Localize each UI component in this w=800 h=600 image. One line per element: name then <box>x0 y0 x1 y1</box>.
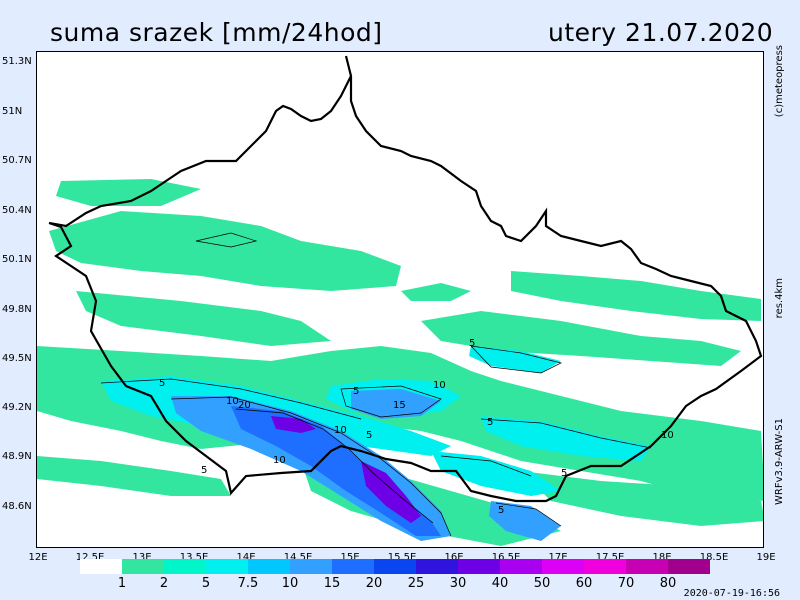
lat-tick-label: 49.8N <box>2 304 32 315</box>
precipitation-map: 5 5 5 5 5 5 10 10 10 10 10 15 20 5 5 <box>36 51 764 548</box>
svg-text:10: 10 <box>226 396 239 407</box>
legend-label: 7.5 <box>237 576 259 591</box>
legend-label: 15 <box>323 576 341 591</box>
lat-tick-label: 50.4N <box>2 205 32 216</box>
legend-swatch <box>164 559 206 574</box>
legend-swatch <box>374 559 416 574</box>
model-label: WRFv3.9-ARW-S1 <box>774 418 785 505</box>
forecast-date: utery 21.07.2020 <box>548 18 774 47</box>
legend-label: 2 <box>159 576 169 591</box>
legend-swatch <box>668 559 710 574</box>
legend-swatch <box>122 559 164 574</box>
lon-tick-label: 16.5E <box>491 552 521 563</box>
lat-tick-label: 50.1N <box>2 254 32 265</box>
lon-tick-label: 18E <box>652 552 672 563</box>
lat-tick-label: 49.2N <box>2 402 32 413</box>
lon-tick-label: 12E <box>28 552 48 563</box>
lon-tick-label: 12.5E <box>75 552 105 563</box>
svg-text:10: 10 <box>273 455 286 466</box>
copyright-label: (c)meteopress <box>774 45 785 118</box>
svg-text:5: 5 <box>561 468 567 479</box>
legend-swatch <box>290 559 332 574</box>
contour-value-labels: 5 5 5 5 5 5 10 10 10 10 10 15 20 5 5 <box>159 338 674 516</box>
svg-text:5: 5 <box>366 430 372 441</box>
lat-tick-label: 51.3N <box>2 56 32 67</box>
lon-tick-label: 15E <box>340 552 360 563</box>
legend-label: 10 <box>281 576 299 591</box>
svg-text:20: 20 <box>238 400 251 411</box>
lon-tick-label: 17E <box>548 552 568 563</box>
legend-label: 60 <box>575 576 593 591</box>
lon-tick-label: 18.5E <box>699 552 729 563</box>
run-timestamp: 2020-07-19-16:56 <box>683 588 780 599</box>
country-border <box>48 55 763 503</box>
lon-tick-label: 19E <box>756 552 776 563</box>
legend-swatch <box>248 559 290 574</box>
svg-text:10: 10 <box>433 380 446 391</box>
legend-label: 30 <box>449 576 467 591</box>
legend-swatch <box>332 559 374 574</box>
lat-tick-label: 48.9N <box>2 451 32 462</box>
svg-text:5: 5 <box>469 338 475 349</box>
svg-text:5: 5 <box>353 386 359 397</box>
legend-label: 1 <box>117 576 127 591</box>
legend-swatch <box>626 559 668 574</box>
lon-tick-label: 17.5E <box>595 552 625 563</box>
legend-label: 5 <box>201 576 211 591</box>
legend-label: 70 <box>617 576 635 591</box>
lat-tick-label: 49.5N <box>2 353 32 364</box>
legend-label: 25 <box>407 576 425 591</box>
legend-swatch <box>500 559 542 574</box>
legend-label: 80 <box>659 576 677 591</box>
lon-tick-label: 16E <box>444 552 464 563</box>
lat-tick-label: 48.6N <box>2 501 32 512</box>
lon-tick-label: 14E <box>236 552 256 563</box>
legend-swatch <box>584 559 626 574</box>
svg-text:5: 5 <box>201 465 207 476</box>
svg-text:5: 5 <box>498 505 504 516</box>
svg-text:10: 10 <box>661 430 674 441</box>
lat-tick-label: 50.7N <box>2 155 32 166</box>
lon-tick-label: 15.5E <box>387 552 417 563</box>
legend-swatch <box>542 559 584 574</box>
legend-label: 50 <box>533 576 551 591</box>
legend-swatch <box>416 559 458 574</box>
map-title: suma srazek [mm/24hod] <box>50 18 383 47</box>
contour-lines <box>100 232 652 537</box>
legend-label: 20 <box>365 576 383 591</box>
legend-swatch <box>206 559 248 574</box>
svg-text:5: 5 <box>487 417 493 428</box>
lat-tick-label: 51N <box>2 106 23 117</box>
svg-text:10: 10 <box>334 425 347 436</box>
svg-text:5: 5 <box>159 378 165 389</box>
lon-tick-label: 13.5E <box>179 552 209 563</box>
svg-text:15: 15 <box>393 400 406 411</box>
resolution-label: res.4km <box>774 278 785 319</box>
legend-swatch <box>458 559 500 574</box>
legend-swatch <box>80 559 122 574</box>
precip-field-intense <box>271 416 421 523</box>
precipitation-legend <box>80 559 710 574</box>
lon-tick-label: 13E <box>132 552 152 563</box>
lon-tick-label: 14.5E <box>283 552 313 563</box>
legend-label: 40 <box>491 576 509 591</box>
